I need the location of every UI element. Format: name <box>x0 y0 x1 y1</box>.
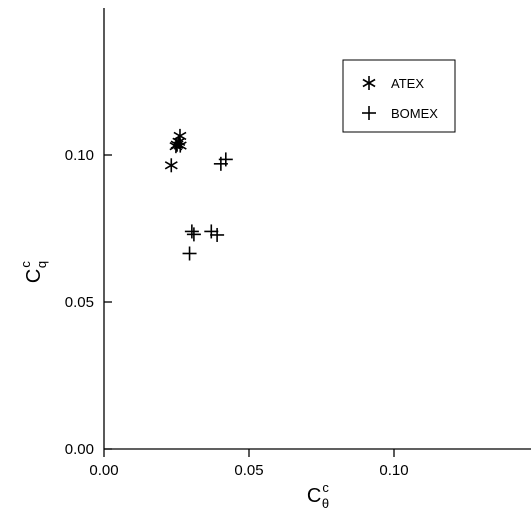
x-ticks: 0.00 0.05 0.10 <box>89 449 409 479</box>
data-point-plus <box>210 227 225 242</box>
x-tick-label: 0.10 <box>379 462 408 479</box>
data-point-asterisk <box>164 158 178 173</box>
x-axis-label-main: C <box>307 485 321 507</box>
y-axis-label: Ccq <box>18 261 49 283</box>
data-point-asterisk <box>173 138 187 153</box>
y-axis-label-superscript: c <box>18 261 33 268</box>
legend-label-atex: ATEX <box>391 76 424 91</box>
legend-marker-plus <box>362 106 376 120</box>
y-axis-label-main: C <box>23 269 45 283</box>
x-axis-label-subscript: θ <box>322 496 329 511</box>
legend-label-bomex: BOMEX <box>391 106 438 121</box>
legend-marker-asterisk <box>362 76 376 90</box>
plot-frame <box>103 8 531 450</box>
legend-box <box>342 59 456 133</box>
series-atex <box>164 128 187 173</box>
legend: ATEX BOMEX <box>342 59 456 133</box>
data-point-plus <box>182 246 197 261</box>
data-markers <box>164 128 233 261</box>
x-tick-label: 0.05 <box>234 462 263 479</box>
data-point-plus <box>184 224 199 239</box>
x-axis-label-superscript: c <box>322 480 329 495</box>
series-bomex <box>182 152 233 261</box>
y-axis-label-group: Ccq <box>18 261 49 283</box>
x-tick-label: 0.00 <box>89 462 118 479</box>
data-point-plus <box>204 224 219 239</box>
data-point-plus <box>213 156 228 171</box>
y-tick-label: 0.00 <box>65 441 94 458</box>
y-axis-label-subscript: q <box>34 261 49 268</box>
y-tick-label: 0.10 <box>65 147 94 164</box>
y-tick-label: 0.05 <box>65 294 94 311</box>
y-ticks: 0.00 0.05 0.10 <box>65 147 112 458</box>
legend-asterisk-symbol <box>362 76 376 90</box>
x-axis-label: Cc θ <box>307 480 329 511</box>
data-point-plus <box>186 227 201 242</box>
legend-plus-symbol <box>362 106 376 120</box>
